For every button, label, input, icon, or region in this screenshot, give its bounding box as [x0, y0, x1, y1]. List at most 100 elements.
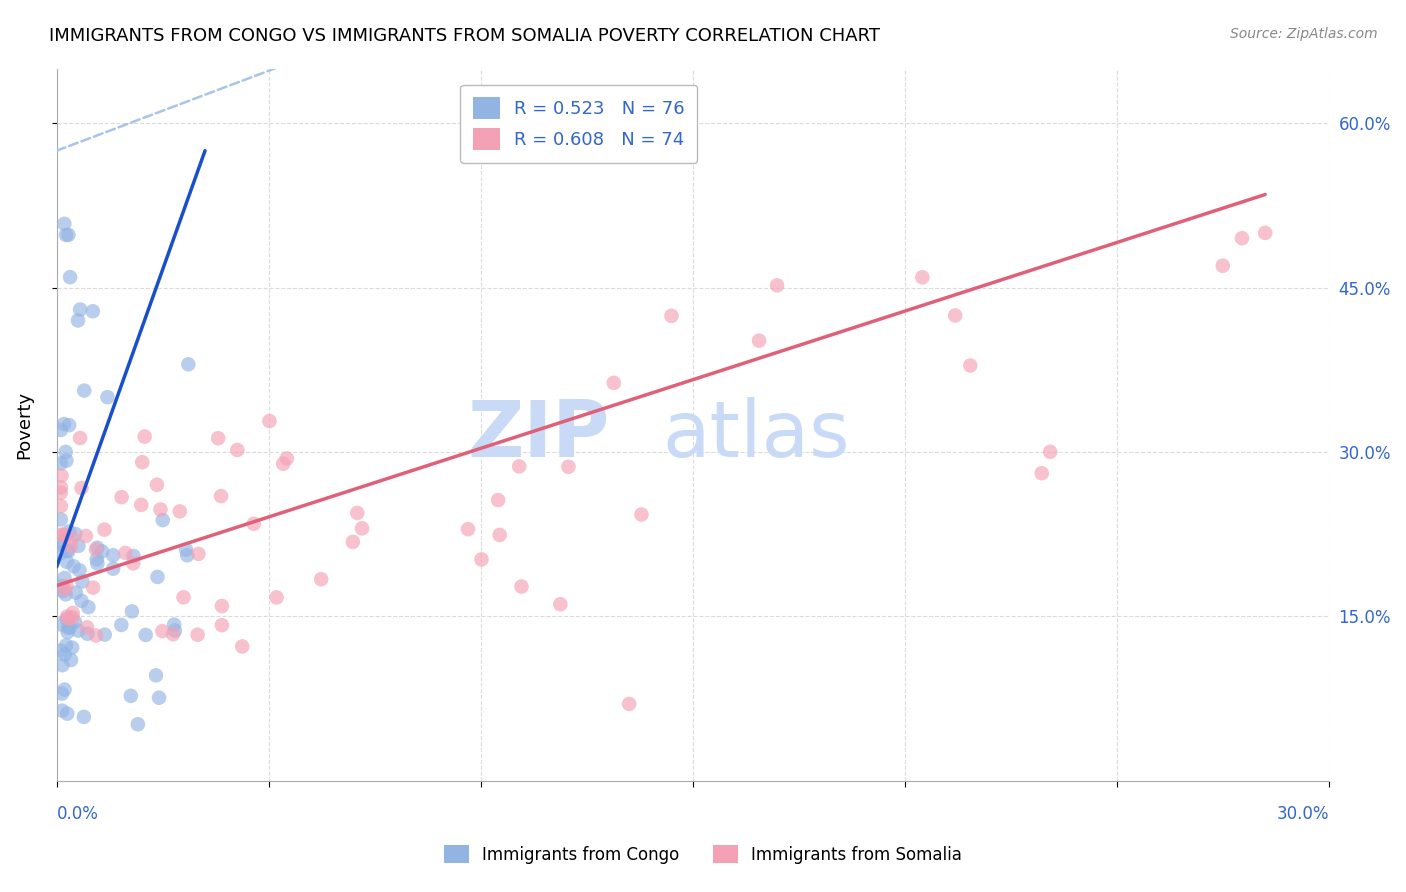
- Point: [73, 710, 96, 724]
- Point: [146, 570, 169, 584]
- Point: [51, 468, 73, 483]
- Point: [187, 628, 209, 642]
- Legend: Immigrants from Congo, Immigrants from Somalia: Immigrants from Congo, Immigrants from S…: [437, 838, 969, 871]
- Point: [53, 571, 76, 585]
- Point: [56, 625, 79, 640]
- Point: [59, 539, 82, 553]
- Point: [93, 523, 115, 537]
- Point: [58, 418, 80, 433]
- Point: [150, 624, 173, 639]
- Point: [110, 618, 132, 632]
- Point: [56, 543, 79, 558]
- Point: [1230, 231, 1253, 245]
- Point: [134, 429, 156, 443]
- Point: [51, 704, 73, 718]
- Point: [603, 376, 626, 390]
- Point: [342, 534, 364, 549]
- Point: [266, 591, 288, 605]
- Point: [93, 627, 115, 641]
- Point: [211, 618, 233, 632]
- Point: [617, 697, 640, 711]
- Point: [209, 489, 232, 503]
- Point: [76, 626, 98, 640]
- Point: [55, 227, 77, 242]
- Point: [58, 544, 80, 558]
- Point: [162, 627, 184, 641]
- Point: [187, 547, 209, 561]
- Point: [766, 278, 789, 293]
- Point: [55, 445, 77, 459]
- Text: 30.0%: 30.0%: [1277, 805, 1329, 823]
- Point: [72, 574, 94, 589]
- Point: [1039, 444, 1062, 458]
- Point: [211, 599, 233, 613]
- Point: [58, 227, 80, 242]
- Point: [169, 504, 191, 518]
- Point: [129, 498, 152, 512]
- Point: [63, 615, 86, 629]
- Point: [49, 423, 72, 437]
- Point: [86, 557, 108, 571]
- Point: [231, 640, 253, 654]
- Point: [62, 559, 84, 574]
- Point: [242, 516, 264, 531]
- Point: [49, 579, 72, 593]
- Point: [207, 431, 229, 445]
- Point: [49, 535, 72, 549]
- Point: [66, 313, 89, 327]
- Point: [69, 563, 91, 577]
- Point: [226, 442, 249, 457]
- Point: [49, 499, 72, 513]
- Point: [122, 557, 145, 571]
- Point: [56, 555, 79, 569]
- Point: [550, 597, 572, 611]
- Point: [62, 610, 84, 624]
- Point: [49, 527, 72, 541]
- Point: [53, 528, 76, 542]
- Point: [67, 539, 90, 553]
- Point: [65, 527, 87, 541]
- Point: [62, 606, 84, 620]
- Point: [49, 485, 72, 500]
- Point: [49, 546, 72, 560]
- Point: [1212, 259, 1234, 273]
- Point: [53, 217, 76, 231]
- Point: [1031, 466, 1053, 480]
- Point: [55, 639, 77, 653]
- Point: [86, 552, 108, 566]
- Point: [135, 628, 157, 642]
- Point: [76, 620, 98, 634]
- Point: [58, 524, 80, 539]
- Point: [55, 587, 77, 601]
- Point: [163, 617, 186, 632]
- Point: [53, 582, 76, 597]
- Point: [49, 456, 72, 470]
- Point: [60, 640, 83, 655]
- Y-axis label: Poverty: Poverty: [15, 391, 32, 458]
- Point: [49, 480, 72, 494]
- Point: [82, 304, 104, 318]
- Point: [176, 549, 198, 563]
- Point: [145, 668, 167, 682]
- Point: [84, 542, 107, 557]
- Point: [84, 629, 107, 643]
- Point: [59, 620, 82, 634]
- Point: [163, 624, 186, 638]
- Point: [51, 658, 73, 673]
- Point: [146, 477, 169, 491]
- Point: [49, 537, 72, 551]
- Text: IMMIGRANTS FROM CONGO VS IMMIGRANTS FROM SOMALIA POVERTY CORRELATION CHART: IMMIGRANTS FROM CONGO VS IMMIGRANTS FROM…: [49, 27, 880, 45]
- Point: [82, 581, 104, 595]
- Point: [60, 653, 83, 667]
- Point: [55, 579, 77, 593]
- Point: [127, 717, 149, 731]
- Point: [49, 617, 72, 632]
- Point: [943, 309, 966, 323]
- Point: [70, 594, 93, 608]
- Point: [86, 541, 108, 555]
- Point: [457, 522, 479, 536]
- Text: 0.0%: 0.0%: [56, 805, 98, 823]
- Point: [488, 528, 510, 542]
- Point: [148, 690, 170, 705]
- Point: [91, 544, 114, 558]
